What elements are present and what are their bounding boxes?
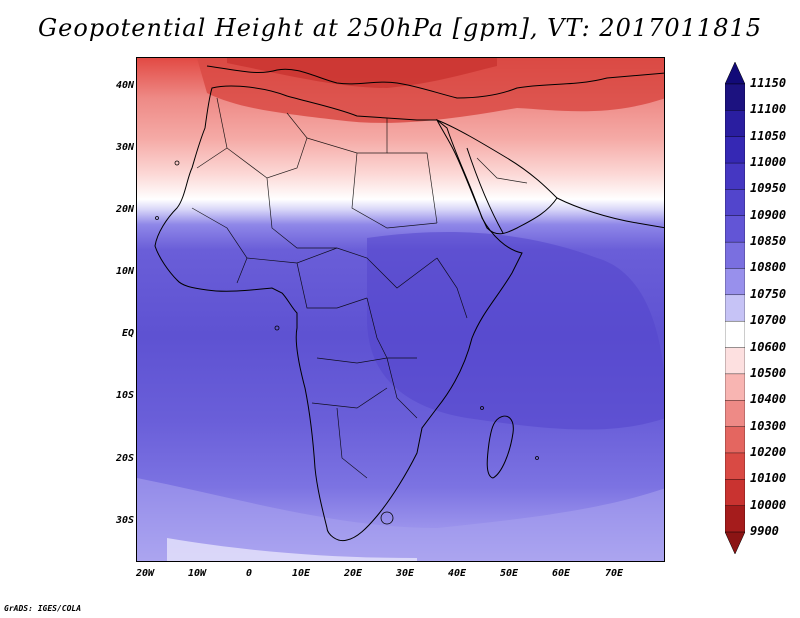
colorbar — [725, 62, 745, 554]
colorbar-swatch — [725, 400, 745, 428]
lon-label-0: 0 — [245, 568, 253, 579]
south-asia-coastline — [556, 197, 664, 229]
colorbar-label: 10600 — [750, 339, 787, 354]
lon-label-50e: 50E — [499, 568, 519, 579]
colorbar-label: 10300 — [750, 418, 787, 433]
colorbar-label: 9900 — [750, 524, 779, 538]
lon-label-10w: 10W — [187, 568, 207, 579]
colorbar-label: 11000 — [750, 155, 787, 170]
colorbar-label: 10200 — [750, 444, 787, 459]
colorbar-label: 10000 — [750, 497, 787, 512]
lat-label-20s: 20S — [115, 453, 134, 464]
colorbar-swatch — [725, 347, 745, 375]
coastlines — [154, 65, 664, 542]
colorbar-label: 11150 — [750, 76, 787, 90]
map-title: Geopotential Height at 250hPa [gpm], VT:… — [38, 14, 762, 42]
country-borders — [191, 97, 528, 479]
colorbar-swatch — [725, 215, 745, 243]
colorbar-swatch — [725, 452, 745, 480]
lon-label-20w: 20W — [135, 568, 155, 579]
colorbar-label: 11050 — [750, 128, 787, 143]
lon-label-40e: 40E — [447, 568, 467, 579]
southern-band — [137, 478, 664, 561]
colorbar-swatch — [725, 268, 745, 296]
lon-label-60e: 60E — [551, 568, 571, 579]
low-core-equatorial — [367, 232, 664, 430]
footer-credit: GrADS: IGES/COLA — [4, 604, 82, 613]
geopotential-map — [136, 57, 665, 562]
lat-label-40n: 40N — [115, 80, 134, 91]
colorbar-label: 10100 — [750, 471, 787, 486]
lat-label-20n: 20N — [115, 204, 134, 215]
lat-label-10n: 10N — [115, 266, 134, 277]
lon-label-10e: 10E — [291, 568, 311, 579]
lon-label-20e: 20E — [343, 568, 363, 579]
colorbar-swatch — [725, 83, 745, 112]
colorbar-swatch — [725, 136, 745, 164]
colorbar-swatch — [725, 479, 745, 507]
colorbar-label: 11100 — [750, 102, 787, 117]
colorbar-swatch — [725, 189, 745, 217]
colorbar-swatch — [725, 505, 745, 533]
colorbar-swatch — [725, 294, 745, 322]
high-core-mediterranean — [227, 58, 497, 88]
colorbar-label: 10750 — [750, 286, 787, 301]
colorbar-top-arrow — [725, 62, 745, 85]
colorbar-swatch — [725, 426, 745, 454]
lat-label-30s: 30S — [115, 515, 134, 526]
lon-label-70e: 70E — [604, 568, 624, 579]
madagascar-coastline — [486, 415, 514, 479]
lon-label-30e: 30E — [395, 568, 415, 579]
colorbar-bottom-arrow — [725, 531, 745, 554]
colorbar-label: 10700 — [750, 313, 787, 328]
southern-light-patch — [167, 538, 417, 561]
red-sea-coast — [466, 147, 504, 234]
colorbar-label: 10800 — [750, 260, 787, 275]
colorbar-swatch — [725, 162, 745, 191]
arabia-coastline — [435, 119, 558, 235]
colorbar-swatch — [725, 373, 745, 401]
colorbar-swatch — [725, 110, 745, 138]
colorbar-label: 10400 — [750, 392, 787, 407]
colorbar-swatch — [725, 241, 745, 270]
map-canvas — [137, 58, 664, 561]
colorbar-label: 10500 — [750, 365, 787, 380]
colorbar-label: 10850 — [750, 234, 787, 249]
europe-coastline — [206, 65, 664, 99]
lat-label-eq: EQ — [121, 328, 134, 339]
lat-label-10s: 10S — [115, 390, 134, 401]
lat-label-30n: 30N — [115, 142, 134, 153]
colorbar-label: 10900 — [750, 207, 787, 222]
islands — [155, 160, 539, 525]
colorbar-label: 10950 — [750, 181, 787, 196]
colorbar-swatch — [725, 320, 745, 349]
